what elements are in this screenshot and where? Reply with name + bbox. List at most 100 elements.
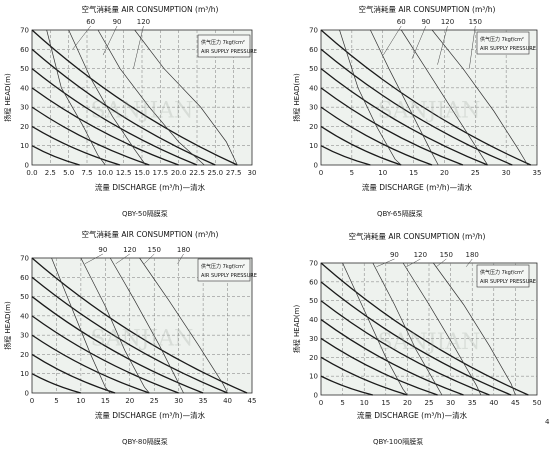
air-label-leader	[133, 25, 144, 69]
chart-title: 空气消耗量 AIR CONSUMPTION (m³/h)	[349, 231, 486, 241]
x-tick-label: 10	[360, 399, 369, 407]
legend-text: AIR SUPPLY PRESSURE	[201, 49, 257, 55]
air-consumption-curve	[68, 29, 146, 166]
x-tick-label: 7.5	[81, 169, 92, 177]
air-consumption-label: 60	[86, 18, 95, 26]
x-tick-label: 30	[502, 169, 511, 177]
pressure-curve	[31, 373, 82, 394]
x-tick-label: 10	[378, 169, 387, 177]
y-tick-label: 20	[20, 123, 29, 131]
chart-panel-qby-80: 0 5 10 15 20 25 30 35 40 45 0 10 20 30 40 50 60 70 90 120 15…	[0, 225, 277, 450]
air-consumption-label: 150	[148, 246, 161, 254]
y-tick-label: 20	[20, 351, 29, 359]
x-tick-label: 35	[468, 399, 477, 407]
chart-svg-qby-50: 0.0 2.5 5.0 7.5 10.0 12.5 15.0 17.5 20.0 22.5 25.0…	[3, 4, 257, 192]
air-consumption-label: 120	[441, 18, 454, 26]
x-tick-label: 40	[223, 397, 232, 405]
air-label-leader	[411, 25, 427, 60]
chart-title: 空气消耗量 AIR CONSUMPTION (m³/h)	[82, 229, 219, 239]
watermark: SANJIAN	[91, 99, 194, 124]
air-consumption-label: 180	[177, 246, 190, 254]
y-tick-label: 40	[309, 316, 318, 324]
air-consumption-curve	[139, 257, 228, 394]
pressure-curve	[31, 106, 150, 166]
air-consumption-curve	[80, 257, 150, 394]
pressure-curve	[31, 257, 248, 394]
x-tick-label: 25	[471, 169, 480, 177]
y-tick-label: 0	[314, 162, 318, 170]
x-tick-label: 30	[174, 397, 183, 405]
legend-text: AIR SUPPLY PRESSURE	[480, 46, 536, 52]
air-label-leader	[144, 253, 155, 264]
air-consumption-label: 150	[469, 18, 482, 26]
chart-svg-qby-80: 0 5 10 15 20 25 30 35 40 45 0 10 20 30 40 50 60 70 90 120 15…	[3, 229, 257, 420]
x-tick-label: 27.5	[226, 169, 242, 177]
pressure-curve	[320, 125, 402, 166]
legend-box	[476, 264, 530, 288]
air-consumption-label: 120	[137, 18, 150, 26]
pressure-curve	[320, 68, 488, 166]
x-tick-label: 0	[319, 169, 323, 177]
x-tick-label: 20	[403, 399, 412, 407]
legend-text: AIR SUPPLY PRESSURE	[201, 273, 257, 279]
y-tick-label: 60	[309, 278, 318, 286]
x-tick-label: 50	[533, 399, 542, 407]
pressure-curve	[320, 106, 433, 166]
chart-title: 空气消耗量 AIR CONSUMPTION (m³/h)	[82, 4, 219, 14]
air-consumption-label: 120	[414, 251, 427, 259]
air-label-leader	[376, 258, 395, 268]
air-label-leader	[466, 258, 473, 267]
x-tick-label: 20.0	[171, 169, 187, 177]
pressure-curve	[320, 87, 464, 166]
pressure-curve	[320, 375, 373, 396]
y-tick-label: 40	[20, 84, 29, 92]
chart-svg-qby-65: 0 5 10 15 20 25 30 35 0 10 20 30 40 50 60 70 60 90 120 150 空…	[292, 4, 542, 192]
x-tick-label: 10.0	[98, 169, 114, 177]
y-tick-label: 40	[309, 84, 318, 92]
y-axis-label: 扬程 HEAD(m)	[292, 305, 301, 354]
air-consumption-curve	[400, 29, 488, 166]
y-tick-label: 50	[309, 65, 318, 73]
x-tick-label: 30	[248, 169, 257, 177]
x-tick-label: 10	[76, 397, 85, 405]
pressure-curve	[31, 315, 179, 394]
x-tick-label: 45	[248, 397, 257, 405]
x-tick-label: 15.0	[134, 169, 150, 177]
chart-panel-qby-65: 0 5 10 15 20 25 30 35 0 10 20 30 40 50 60 70 60 90 120 150 空…	[277, 0, 554, 225]
pressure-curve	[31, 48, 216, 166]
air-consumption-label: 60	[397, 18, 406, 26]
air-consumption-label: 90	[98, 246, 107, 254]
page-number: 4	[545, 418, 550, 426]
y-tick-label: 30	[20, 332, 29, 340]
y-tick-label: 30	[309, 335, 318, 343]
x-tick-label: 22.5	[189, 169, 205, 177]
pressure-curve	[31, 145, 80, 166]
air-consumption-label: 90	[421, 18, 430, 26]
y-tick-label: 70	[20, 27, 29, 35]
air-label-leader	[177, 253, 184, 264]
pressure-curve	[31, 276, 228, 394]
air-label-leader	[383, 25, 402, 56]
x-tick-label: 17.5	[153, 169, 169, 177]
air-label-leader	[72, 25, 91, 50]
x-tick-label: 35	[533, 169, 542, 177]
legend-box	[476, 31, 530, 55]
x-tick-label: 25.0	[208, 169, 224, 177]
air-consumption-curve	[46, 29, 106, 166]
legend-text: 供气压力 7kgf/cm²	[480, 269, 524, 276]
chart-panel-qby-100: 0 5 10 15 20 25 30 35 40 45 50 0 10 20 30 40 50 60 70 90 120…	[277, 225, 554, 450]
air-consumption-curve	[372, 262, 443, 396]
x-tick-label: 0	[30, 397, 34, 405]
y-tick-label: 0	[314, 392, 318, 400]
y-tick-label: 20	[309, 354, 318, 362]
air-consumption-curve	[370, 29, 439, 166]
pressure-curve	[31, 68, 198, 166]
air-consumption-label: 150	[440, 251, 453, 259]
y-tick-label: 60	[20, 274, 29, 282]
x-tick-label: 2.5	[45, 169, 56, 177]
air-consumption-curve	[342, 262, 408, 396]
y-tick-label: 20	[309, 123, 318, 131]
x-tick-label: 0.0	[26, 169, 37, 177]
x-tick-label: 35	[199, 397, 208, 405]
pressure-curve	[320, 356, 408, 396]
